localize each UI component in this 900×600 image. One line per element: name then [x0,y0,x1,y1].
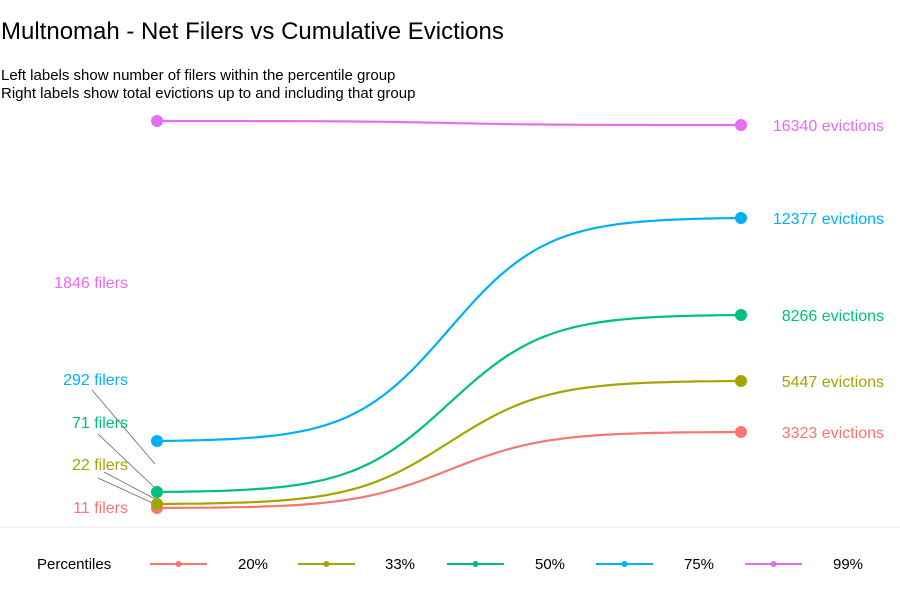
legend-key-99 [745,561,802,567]
legend-item-99: 99% [745,551,875,577]
legend-item-33: 33% [298,551,428,577]
point-left-50 [151,486,163,498]
left-labels: 11 filers 22 filers 71 filers 292 filers 184… [54,275,128,517]
point-right-99 [735,119,747,131]
left-label-50: 71 filers [72,415,128,432]
connector-75 [91,389,156,465]
point-left-33 [151,498,163,510]
legend-key-20 [150,561,207,567]
right-label-20: 3323 evictions [782,425,884,442]
legend-label-99: 99% [833,556,864,573]
legend-title: Percentiles [37,556,112,573]
series-line-75 [156,216,742,443]
left-label-33: 22 filers [72,457,128,474]
series-curves [156,119,742,510]
legend-label-50: 50% [535,556,566,573]
label-connectors [91,389,158,506]
subtitle-line-1: Left labels show number of filers within… [1,67,396,84]
connector-33 [103,471,158,501]
subtitle-line-2: Right labels show total evictions up to … [1,85,416,102]
legend-item-50: 50% [447,551,577,577]
connector-20 [97,477,158,506]
series-line-20 [157,430,741,510]
legend-key-75 [596,561,653,567]
series-line-33 [157,379,741,506]
legend-key-33 [298,561,355,567]
legend-key-50 [447,561,504,567]
right-labels: 3323 evictions 5447 evictions 8266 evictio… [773,118,884,442]
right-label-33: 5447 evictions [782,374,884,391]
right-label-99: 16340 evictions [773,118,884,135]
right-label-75: 12377 evictions [773,211,884,228]
point-right-20 [735,426,747,438]
chart-subtitle: Left labels show number of filers within… [1,67,415,103]
legend-label-33: 33% [385,556,416,573]
series-points [151,115,747,514]
legend-item-75: 75% [596,551,726,577]
legend-label-75: 75% [684,556,715,573]
point-right-50 [735,309,747,321]
left-label-99: 1846 filers [54,275,128,292]
point-left-99 [151,115,163,127]
connector-50 [97,433,156,489]
point-right-75 [735,212,747,224]
series-line-99 [157,119,741,127]
right-label-50: 8266 evictions [782,308,884,325]
point-right-33 [735,375,747,387]
series-line-50 [156,313,742,494]
point-left-75 [151,435,163,447]
legend-label-20: 20% [238,556,269,573]
chart-title: Multnomah - Net Filers vs Cumulative Evi… [1,18,504,45]
left-label-20: 11 filers [73,500,128,517]
legend-item-20: 20% [150,551,280,577]
left-label-75: 292 filers [63,372,128,389]
